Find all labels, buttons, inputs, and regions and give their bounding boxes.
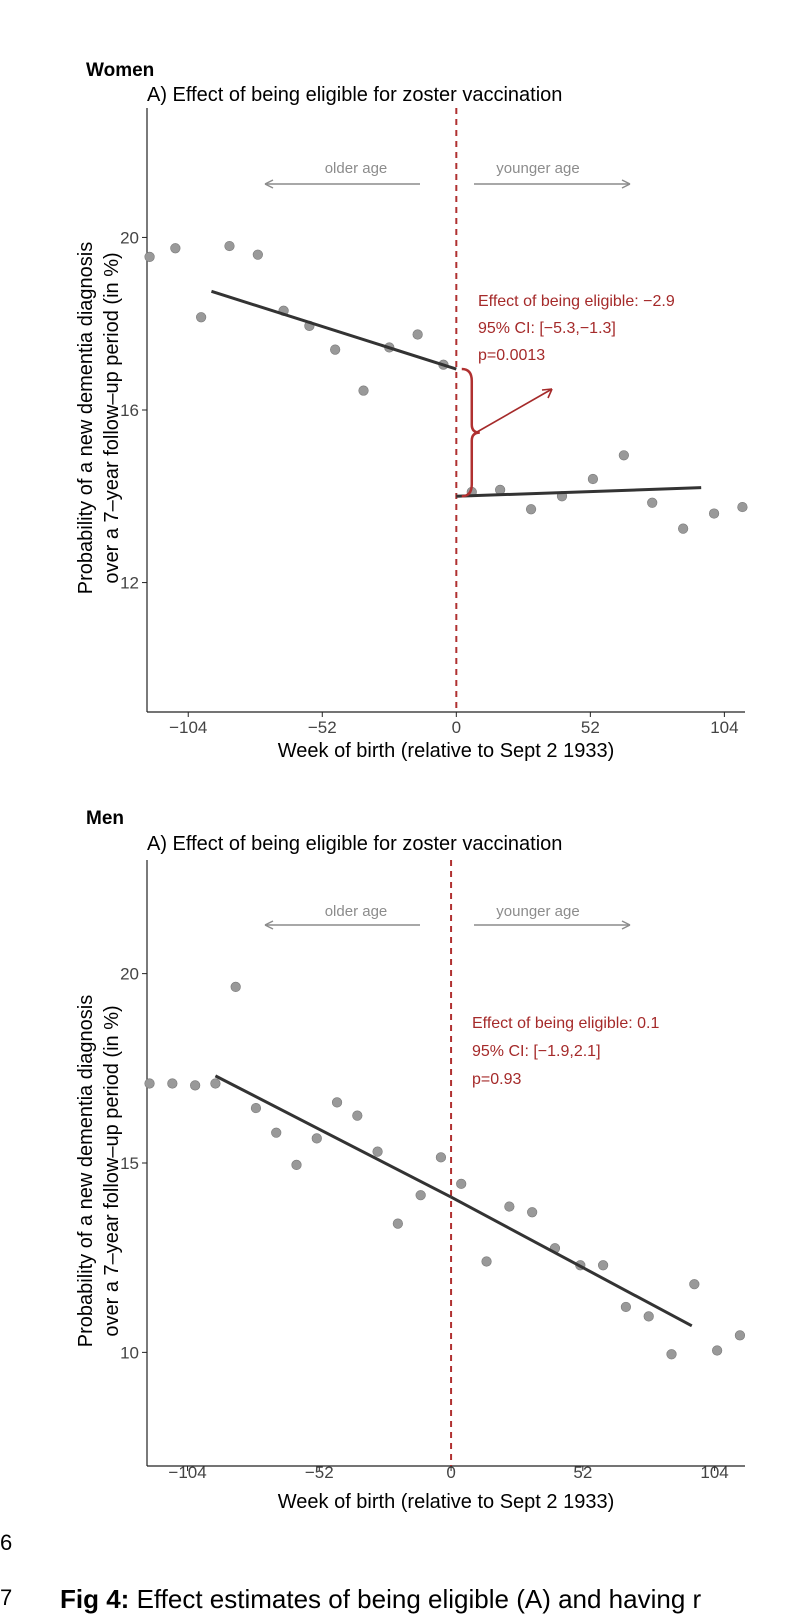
data-point — [737, 501, 748, 513]
y-tick-label: 12 — [120, 574, 139, 593]
chart-title: A) Effect of being eligible for zoster v… — [147, 84, 562, 106]
group-label: Men — [86, 808, 124, 829]
data-point — [415, 1190, 426, 1201]
line-number: 6 — [0, 1530, 13, 1555]
data-point — [678, 523, 689, 534]
data-point — [210, 1078, 221, 1089]
effect-annotation: 95% CI: [−1.9,2.1] — [472, 1043, 601, 1060]
data-point — [230, 981, 241, 992]
fit-line-left — [210, 289, 457, 371]
data-point — [435, 1152, 447, 1163]
women-panel: Women A) Effect of being eligible for zos… — [0, 0, 796, 800]
x-tick-label: −104 — [168, 1463, 206, 1482]
older-age-label: older age — [325, 160, 388, 177]
x-tick-label: 52 — [581, 718, 600, 737]
chart-title: A) Effect of being eligible for zoster v… — [147, 833, 562, 855]
arrow-head — [621, 179, 631, 189]
men-panel: Men A) Effect of being eligible for zoste… — [0, 800, 796, 1520]
data-point — [618, 450, 629, 461]
caption-label: Fig 4: — [60, 1584, 130, 1614]
data-point — [250, 1102, 262, 1114]
fit-line-right — [456, 486, 702, 498]
x-tick-label: −52 — [308, 718, 337, 737]
women-chart: Women A) Effect of being eligible for zos… — [75, 60, 748, 762]
effect-annotation: p=0.0013 — [478, 347, 545, 364]
data-point — [224, 240, 235, 252]
data-point — [481, 1256, 492, 1267]
older-age-label: older age — [325, 903, 388, 920]
data-point — [196, 312, 207, 323]
fit-line-left — [214, 1074, 452, 1199]
annotation-arrow — [476, 388, 553, 433]
data-point — [598, 1260, 609, 1271]
y-tick-label: 20 — [120, 228, 139, 247]
data-point — [647, 497, 658, 508]
data-point — [708, 508, 720, 519]
figure-caption: Fig 4: Effect estimates of being eligibl… — [60, 1584, 701, 1615]
data-point — [167, 1078, 178, 1089]
y-axis-label: Probability of a new dementia diagnosis — [75, 242, 97, 594]
x-tick-label: 0 — [452, 718, 461, 737]
effect-annotation: p=0.93 — [472, 1071, 521, 1088]
x-axis-label: Week of birth (relative to Sept 2 1933) — [278, 740, 614, 762]
x-tick-label: 0 — [446, 1463, 455, 1482]
effect-annotation: Effect of being eligible: −2.9 — [478, 293, 675, 310]
line-number: 7 — [0, 1585, 13, 1610]
men-chart: Men A) Effect of being eligible for zoste… — [75, 808, 746, 1513]
x-tick-label: 104 — [710, 718, 738, 737]
data-point — [271, 1127, 282, 1138]
arrow-head — [621, 920, 631, 930]
effect-annotation: 95% CI: [−5.3,−1.3] — [478, 320, 616, 337]
x-axis-label: Week of birth (relative to Sept 2 1933) — [278, 1491, 614, 1513]
data-point — [412, 329, 423, 340]
y-tick-label: 15 — [120, 1154, 139, 1173]
data-point — [372, 1146, 383, 1157]
data-point — [331, 1097, 343, 1108]
arrow-head — [264, 920, 274, 930]
data-point — [190, 1080, 201, 1091]
data-point — [666, 1349, 677, 1360]
data-point — [734, 1330, 746, 1341]
fit-line-right — [450, 1195, 693, 1328]
arrow-head — [264, 179, 274, 189]
arrow-head — [541, 388, 553, 399]
data-point — [170, 243, 181, 254]
y-tick-label: 16 — [120, 401, 139, 420]
data-point — [330, 344, 341, 355]
younger-age-label: younger age — [496, 903, 579, 920]
data-point — [587, 473, 599, 485]
data-point — [525, 504, 537, 515]
data-point — [144, 1078, 155, 1089]
data-point — [252, 249, 263, 260]
data-point — [643, 1311, 654, 1322]
y-tick-label: 20 — [120, 965, 139, 984]
data-point — [358, 385, 369, 396]
data-point — [527, 1207, 538, 1218]
data-point — [620, 1301, 632, 1313]
data-point — [712, 1345, 723, 1356]
data-point — [144, 251, 155, 262]
data-point — [291, 1159, 302, 1170]
y-tick-label: 10 — [120, 1343, 139, 1362]
x-tick-label: 52 — [573, 1463, 592, 1482]
group-label: Women — [86, 60, 154, 81]
y-axis-label: over a 7–year follow–up period (in %) — [101, 1005, 123, 1336]
y-axis-label: over a 7–year follow–up period (in %) — [101, 252, 123, 583]
x-tick-label: 104 — [700, 1463, 728, 1482]
data-point — [352, 1110, 363, 1121]
effect-brace — [461, 367, 480, 498]
x-tick-label: −52 — [305, 1463, 334, 1482]
data-point — [311, 1133, 322, 1144]
data-point — [504, 1201, 515, 1212]
x-tick-label: −104 — [169, 718, 207, 737]
data-point — [689, 1279, 700, 1290]
caption-text: Effect estimates of being eligible (A) a… — [129, 1584, 702, 1614]
y-axis-label: Probability of a new dementia diagnosis — [75, 995, 97, 1347]
data-point — [392, 1218, 403, 1229]
effect-annotation: Effect of being eligible: 0.1 — [472, 1015, 659, 1032]
younger-age-label: younger age — [496, 160, 579, 177]
data-point — [456, 1178, 467, 1189]
